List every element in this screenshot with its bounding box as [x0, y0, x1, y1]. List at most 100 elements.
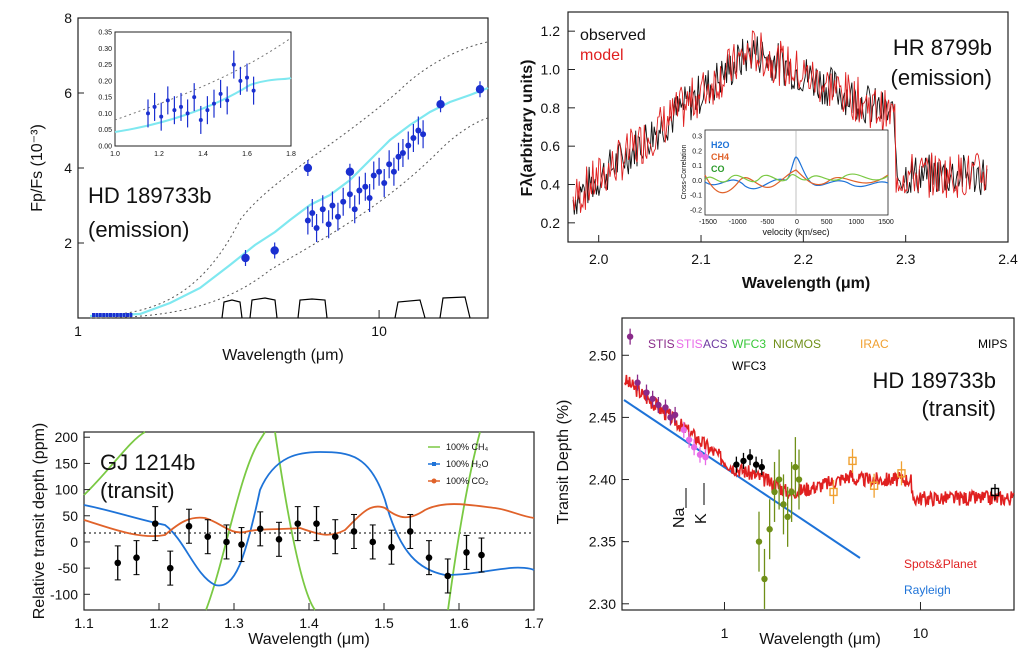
p4-xtick-label: 1	[721, 625, 729, 641]
p1-nir-point	[112, 313, 116, 317]
p1-nir-point	[95, 313, 99, 317]
p3-legend-ch4: 100% CH₄	[446, 442, 489, 452]
p3-data-point	[350, 528, 358, 535]
p1-inset-ytick-label: 0.35	[98, 30, 112, 37]
p4-irac-point	[897, 469, 906, 478]
p1-inset-xtick-label: 1.8	[286, 151, 296, 158]
p3-ytick-label: 150	[55, 455, 79, 471]
p4-acs-point	[690, 444, 698, 451]
p1-inset-xtick-label: 1.4	[198, 151, 208, 158]
p2-ytick-label: 0.2	[541, 215, 561, 231]
p1-inset-point	[172, 108, 177, 113]
p1-observed-point	[376, 168, 383, 175]
p4-nicmos-point	[784, 513, 791, 521]
p3-data-point	[275, 536, 283, 543]
p1-filter-profiles	[221, 296, 471, 319]
p1-inset-ytick-label: 0.05	[98, 127, 112, 134]
p4-k-label: K	[693, 513, 710, 524]
p4-label-stis-1: STIS	[648, 337, 675, 351]
p1-inset-point	[192, 95, 197, 100]
p2-inset-ylabel: Cross-Correlation	[681, 144, 688, 199]
p3-xtick-label: 1.4	[299, 615, 319, 631]
p4-label-nicmos: NICMOS	[773, 337, 821, 351]
p2-inset-ytick-label: 0.2	[692, 148, 702, 155]
p2-annotation-line1: HR 8799b	[893, 35, 992, 60]
p1-inset-ytick-label: 0.10	[98, 111, 112, 118]
p4-acs-point	[680, 426, 687, 434]
p2-ylabel: Fλ(arbitrary units)	[519, 60, 536, 197]
p1-inset-points	[146, 50, 256, 134]
p4-nicmos-point	[788, 488, 795, 496]
p4-legend-spots: Spots&Planet	[904, 557, 977, 571]
p2-inset-ytick-label: 0.3	[692, 134, 702, 141]
p4-label-wfc3: WFC3	[732, 337, 766, 351]
p2-inset-xlabel: velocity (km/sec)	[762, 227, 829, 237]
p3-data-point	[294, 520, 302, 527]
p1-observed-point	[399, 150, 406, 156]
p1-photometry-point	[270, 246, 279, 255]
p4-stis-point	[662, 404, 669, 411]
p1-inset-point	[146, 111, 150, 116]
p1-photometry-point	[303, 163, 313, 173]
p4-wfc3-point	[746, 453, 754, 461]
p3-data-point	[114, 559, 122, 567]
p4-nicmos-point	[755, 538, 763, 545]
p1-observed-point	[420, 131, 427, 138]
p1-ylabel: Fp/Fs (10⁻³)	[29, 124, 46, 212]
panel-hr8799b-emission: observed model HR 8799b (emission) H2O C…	[519, 11, 1018, 292]
p2-inset-xtick-label: 0	[795, 219, 799, 226]
p1-observed-point	[319, 206, 326, 213]
p4-data-points	[626, 328, 1000, 609]
p4-stis-point	[671, 411, 679, 419]
p4-wfc3-point	[752, 461, 760, 468]
p2-inset-ytick-label: -0.1	[690, 193, 702, 200]
p2-inset-xticks: -1500 -1000 -500 0 500 1000 1500	[699, 219, 894, 226]
p1-observed-point	[329, 202, 336, 209]
p3-legend: 100% CH₄ 100% H₂O 100% CO₂	[428, 442, 489, 486]
p1-inset-ytick-label: 0.00	[98, 144, 112, 151]
p3-data-points	[114, 506, 485, 594]
p1-nir-point	[115, 313, 119, 317]
p4-stis-point	[634, 379, 641, 386]
p2-inset-xtick-label: -500	[760, 219, 774, 226]
p4-instrument-labels: STIS STIS ACS WFC3 NICMOS IRAC MIPS WFC3	[648, 337, 1007, 373]
p2-inset-xtick-label: -1000	[729, 219, 747, 226]
p4-nicmos-point	[761, 575, 768, 583]
p4-nicmos-point	[766, 526, 773, 533]
p4-legend-rayleigh: Rayleigh	[904, 583, 951, 597]
p3-h2o-model	[83, 451, 535, 587]
p4-nicmos-point	[795, 476, 803, 483]
p1-yticks: 2 4 6 8	[64, 10, 84, 251]
p2-inset-xtick-label: 1000	[849, 219, 865, 226]
p4-ylabel: Transit Depth (%)	[555, 400, 572, 525]
p1-ytick-label: 8	[64, 10, 72, 26]
p3-data-point	[388, 543, 395, 551]
p1-inset-point	[251, 88, 256, 93]
p4-annotation-line2: (transit)	[921, 396, 996, 421]
p1-inset-point	[231, 62, 236, 67]
p2-ytick-label: 0.6	[541, 138, 561, 154]
p1-nir-point	[122, 313, 126, 317]
p4-wfc3-point	[758, 463, 765, 471]
p4-ytick-label: 2.30	[589, 596, 616, 612]
p3-ytick-label: 100	[55, 482, 79, 498]
p2-frame	[567, 11, 1009, 243]
p1-observed-point	[370, 172, 377, 179]
p3-ylabel: Relative transit depth (ppm)	[31, 423, 48, 620]
panel-hd189733b-transit: 2.30 2.35 2.40 2.45 2.50 1 10 STIS STIS ACS W…	[555, 317, 1015, 648]
p3-xtick-label: 1.1	[74, 615, 94, 631]
p3-data-point	[478, 551, 485, 559]
p4-irac-point	[829, 487, 838, 497]
p1-inset-xticks: 1.0 1.2 1.4 1.6 1.8	[110, 151, 296, 158]
p1-annotation-line1: HD 189733b	[88, 183, 212, 208]
p3-legend-co2: 100% CO₂	[446, 476, 489, 486]
p1-xtick-label: 1	[74, 323, 82, 339]
p3-ytick-label: -100	[50, 586, 78, 602]
p1-inset-envelope	[114, 37, 292, 121]
p2-ytick-label: 1.2	[541, 23, 561, 39]
p4-stis-point	[667, 414, 674, 421]
p1-upper-envelope	[89, 41, 489, 317]
p1-observed-point	[325, 221, 332, 228]
p3-data-point	[256, 525, 264, 533]
